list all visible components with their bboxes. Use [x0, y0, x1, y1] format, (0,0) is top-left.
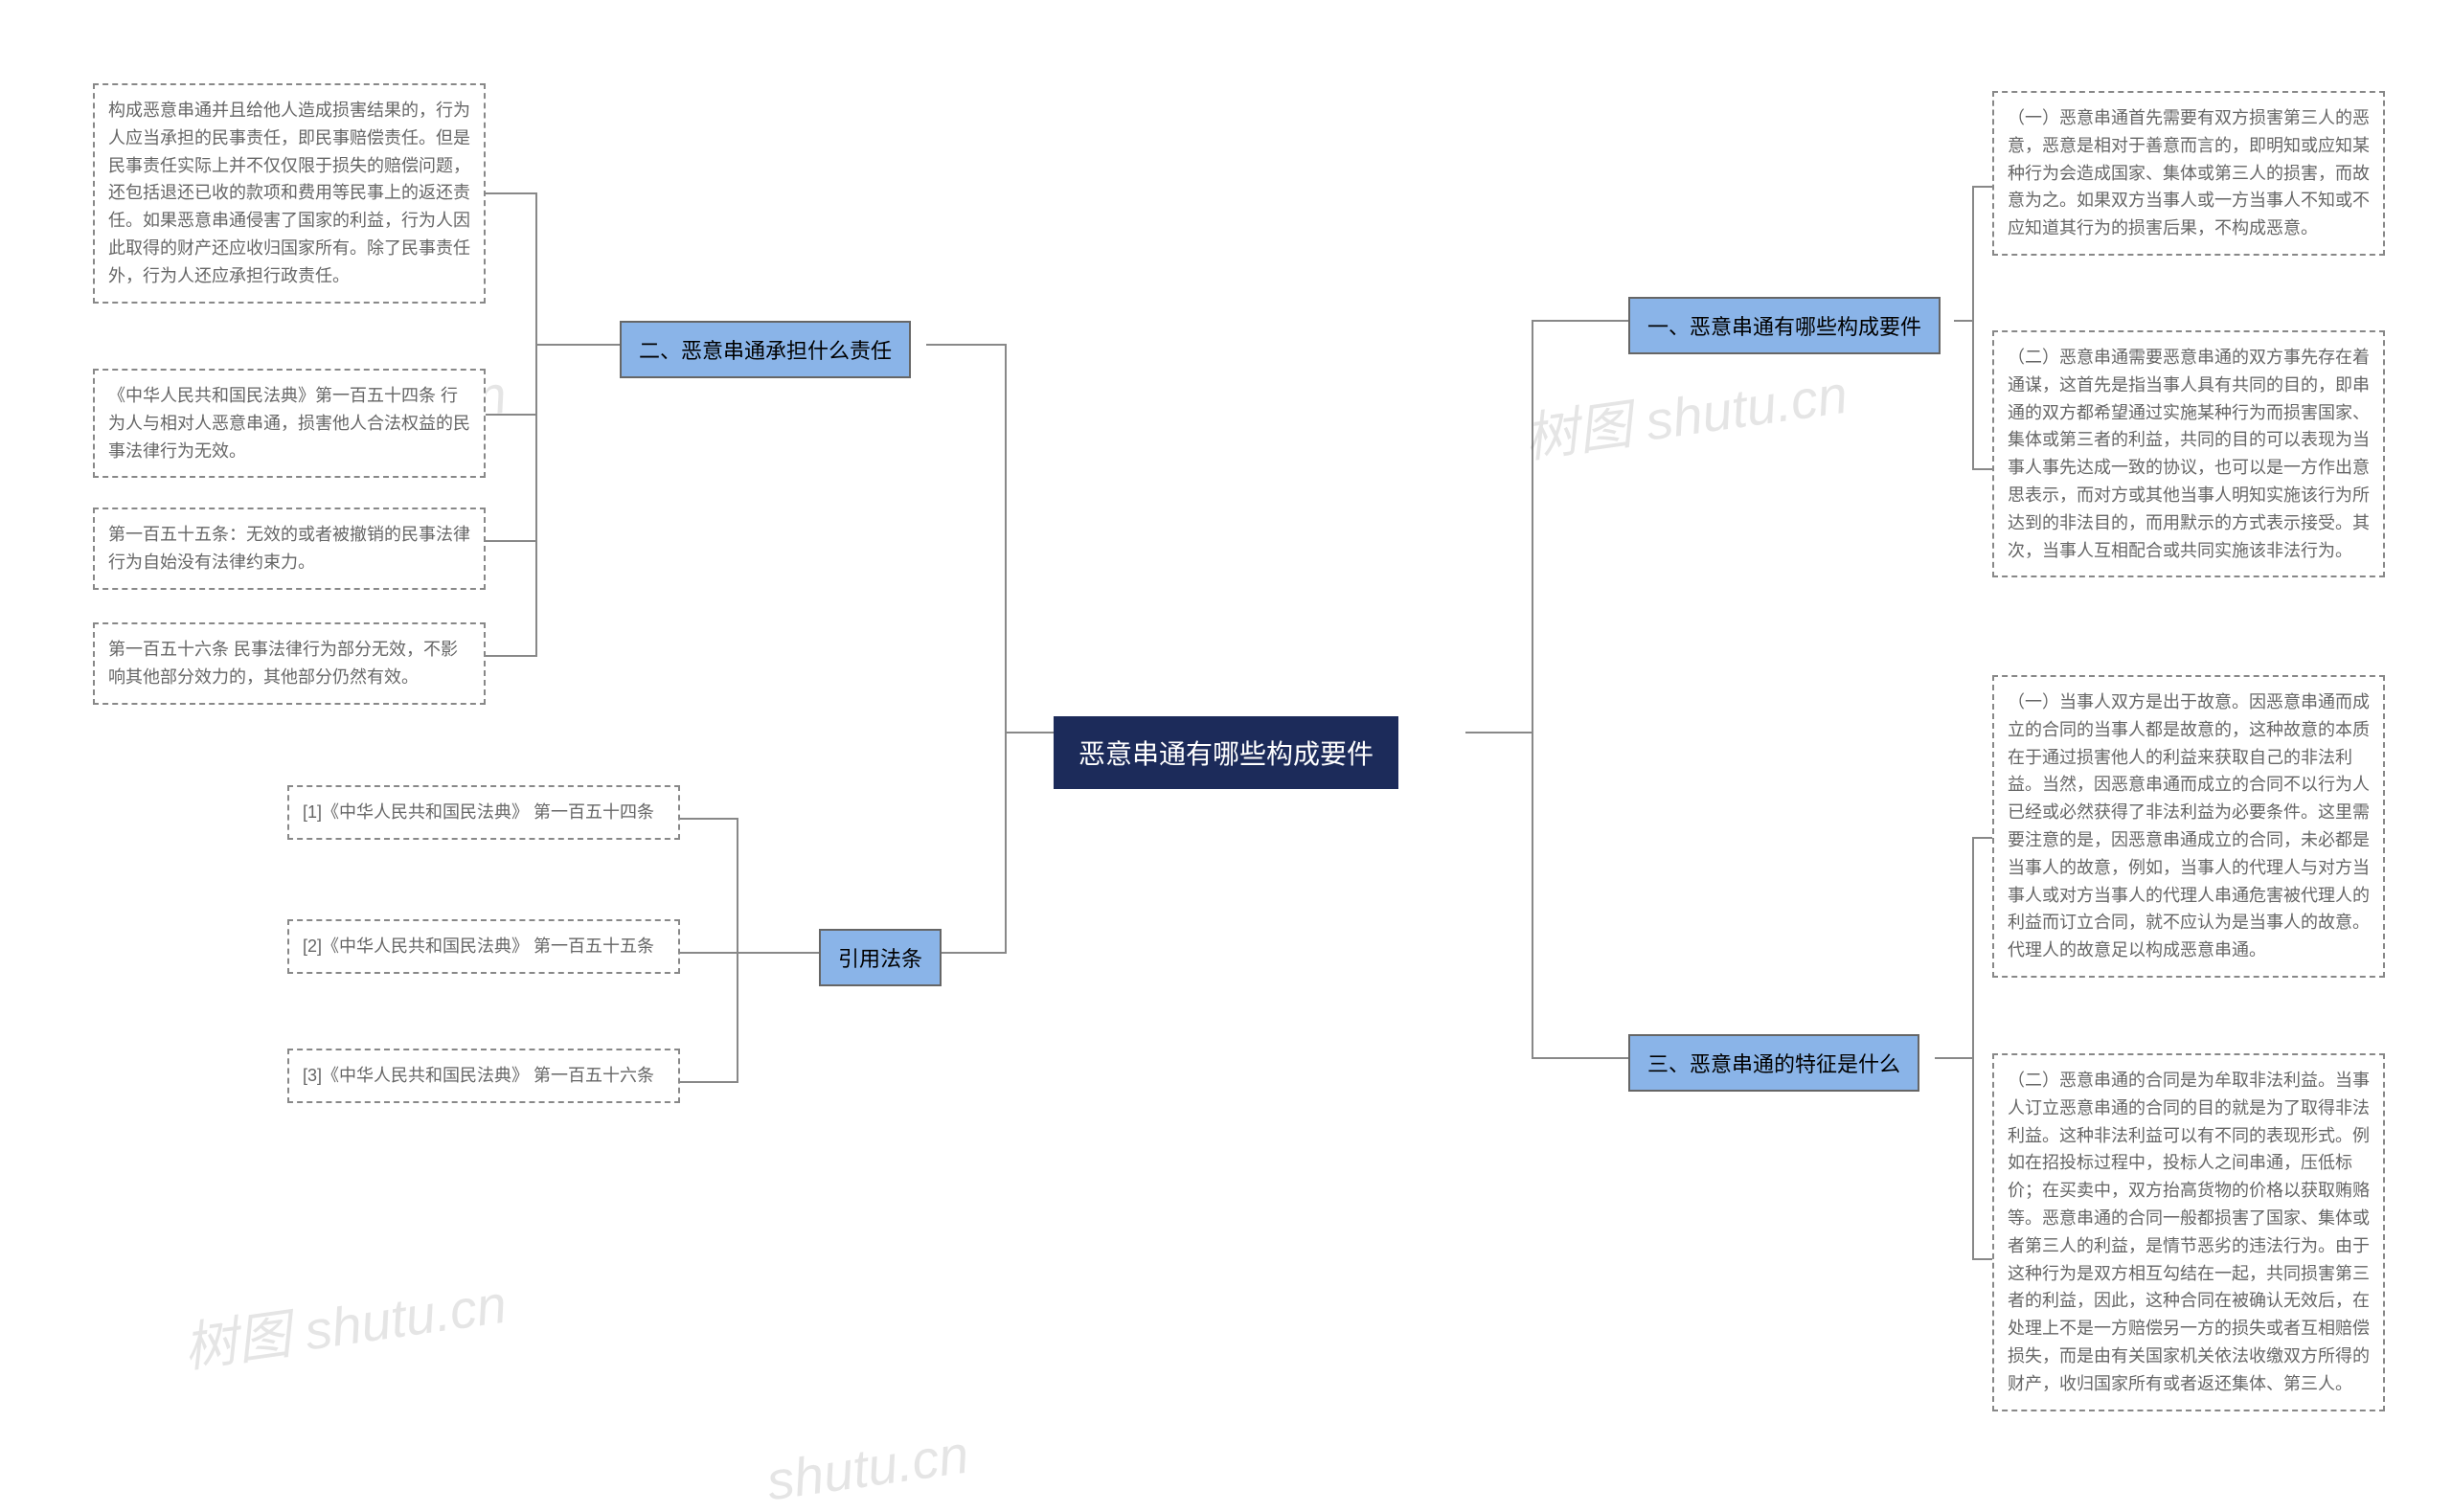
branch-1-leaf-1: （一）恶意串通首先需要有双方损害第三人的恶意，恶意是相对于善意而言的，即明知或应…	[1992, 91, 2385, 256]
branch-4-leaf-3: [3]《中华人民共和国民法典》 第一百五十六条	[287, 1049, 680, 1103]
branch-3-leaf-2: （二）恶意串通的合同是为牟取非法利益。当事人订立恶意串通的合同的目的就是为了取得…	[1992, 1053, 2385, 1411]
center-node: 恶意串通有哪些构成要件	[1054, 716, 1398, 789]
branch-1-leaf-2: （二）恶意串通需要恶意串通的双方事先存在着通谋，这首先是指当事人具有共同的目的，…	[1992, 330, 2385, 577]
watermark-3: 树图 shutu.cn	[178, 1261, 511, 1383]
branch-4-leaf-2: [2]《中华人民共和国民法典》 第一百五十五条	[287, 919, 680, 974]
branch-2-leaf-2: 《中华人民共和国民法典》第一百五十四条 行为人与相对人恶意串通，损害他人合法权益…	[93, 369, 486, 478]
branch-2: 二、恶意串通承担什么责任	[620, 321, 911, 378]
branch-2-leaf-4: 第一百五十六条 民事法律行为部分无效，不影响其他部分效力的，其他部分仍然有效。	[93, 622, 486, 705]
watermark-4: shutu.cn	[763, 1423, 973, 1512]
watermark-2: 树图 shutu.cn	[1519, 351, 1851, 473]
branch-3-leaf-1: （一）当事人双方是出于故意。因恶意串通而成立的合同的当事人都是故意的，这种故意的…	[1992, 675, 2385, 978]
branch-4: 引用法条	[819, 929, 942, 986]
branch-2-leaf-1: 构成恶意串通并且给他人造成损害结果的，行为人应当承担的民事责任，即民事赔偿责任。…	[93, 83, 486, 304]
branch-4-leaf-1: [1]《中华人民共和国民法典》 第一百五十四条	[287, 785, 680, 840]
branch-2-leaf-3: 第一百五十五条：无效的或者被撤销的民事法律行为自始没有法律约束力。	[93, 508, 486, 590]
branch-1: 一、恶意串通有哪些构成要件	[1628, 297, 1941, 354]
branch-3: 三、恶意串通的特征是什么	[1628, 1034, 1919, 1092]
